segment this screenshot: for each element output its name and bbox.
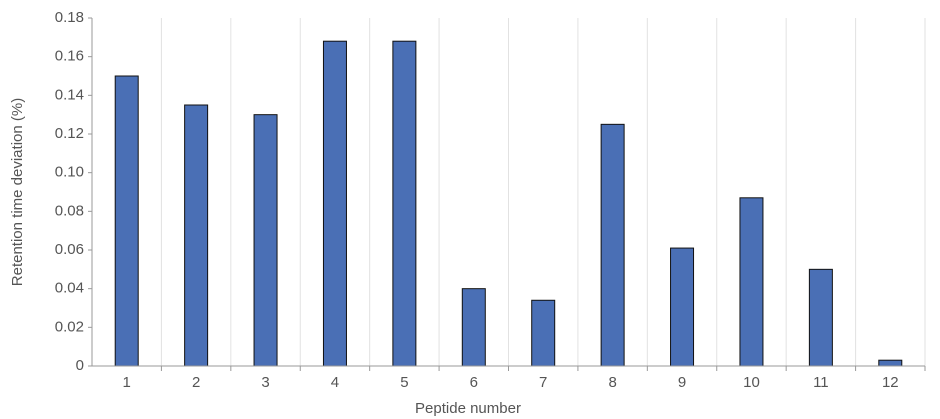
y-tick-label: 0.18 bbox=[55, 9, 84, 26]
bar bbox=[531, 299, 556, 367]
bar bbox=[878, 359, 903, 367]
x-tick-label: 10 bbox=[743, 374, 760, 391]
bar bbox=[322, 40, 347, 367]
bar bbox=[808, 268, 833, 367]
y-tick-label: 0.02 bbox=[55, 318, 84, 335]
x-tick-label: 12 bbox=[882, 374, 899, 391]
bar bbox=[600, 123, 625, 367]
bar bbox=[670, 247, 695, 367]
x-tick-label: 3 bbox=[261, 374, 269, 391]
x-tick-label: 7 bbox=[539, 374, 547, 391]
y-tick-label: 0.08 bbox=[55, 202, 84, 219]
y-axis-label: Retention time deviation (%) bbox=[9, 98, 26, 286]
y-tick-label: 0.04 bbox=[55, 280, 84, 297]
x-tick-label: 4 bbox=[331, 374, 339, 391]
bar bbox=[739, 197, 764, 367]
y-tick-label: 0.10 bbox=[55, 164, 84, 181]
x-tick-label: 6 bbox=[470, 374, 478, 391]
x-tick-label: 9 bbox=[678, 374, 686, 391]
x-tick-label: 11 bbox=[813, 374, 829, 391]
y-tick-label: 0.16 bbox=[55, 48, 84, 65]
x-tick-label: 2 bbox=[192, 374, 200, 391]
x-tick-label: 1 bbox=[123, 374, 131, 391]
y-tick-label: 0.12 bbox=[55, 125, 84, 142]
x-tick-label: 5 bbox=[400, 374, 408, 391]
y-tick-label: 0.06 bbox=[55, 241, 84, 258]
x-axis-label: Peptide number bbox=[415, 400, 521, 417]
x-tick-label: 8 bbox=[608, 374, 616, 391]
y-tick-label: 0.14 bbox=[55, 86, 84, 103]
bar bbox=[461, 288, 486, 367]
bar bbox=[392, 40, 417, 367]
bar bbox=[114, 75, 139, 367]
bar bbox=[253, 114, 278, 367]
y-tick-label: 0 bbox=[76, 357, 84, 374]
bar bbox=[184, 104, 209, 367]
